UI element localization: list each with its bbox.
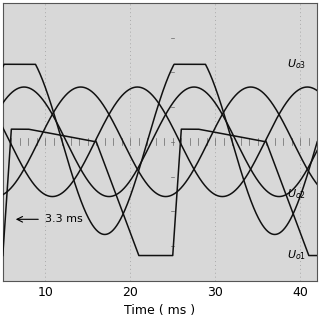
X-axis label: Time ( ms ): Time ( ms ) [124,304,196,317]
Text: 3.3 ms: 3.3 ms [45,214,83,224]
Text: $\mathit{U}_{o1}$: $\mathit{U}_{o1}$ [287,249,307,262]
Text: $\mathit{U}_{o3}$: $\mathit{U}_{o3}$ [287,57,307,71]
Text: $\mathit{U}_{o2}$: $\mathit{U}_{o2}$ [287,187,307,201]
